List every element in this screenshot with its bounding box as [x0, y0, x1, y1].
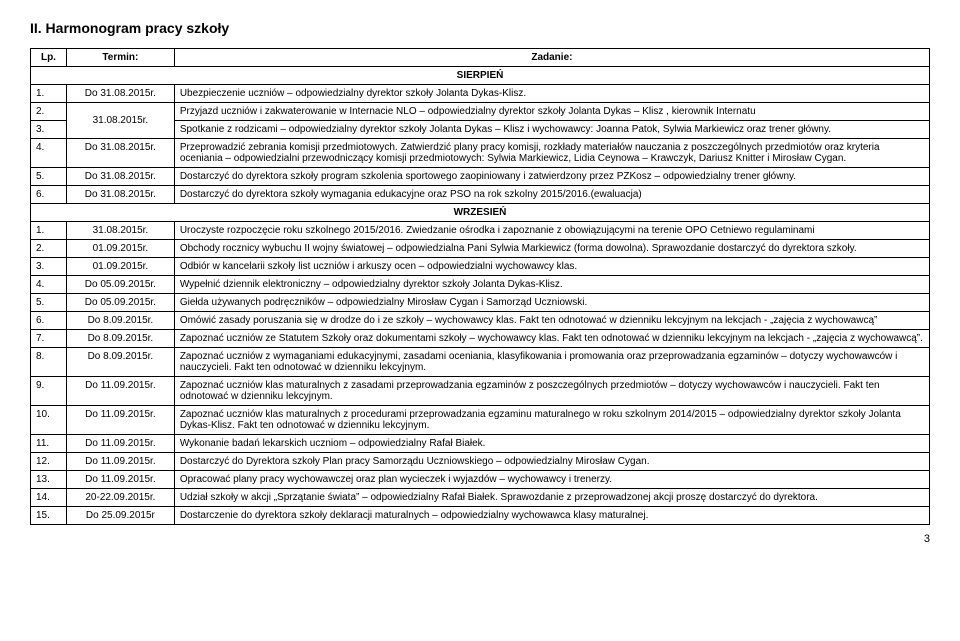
- section-row: SIERPIEŃ: [31, 67, 930, 85]
- table-row: 10. Do 11.09.2015r. Zapoznać uczniów kla…: [31, 406, 930, 435]
- lp-cell: 10.: [31, 406, 67, 435]
- table-row: 15. Do 25.09.2015r Dostarczenie do dyrek…: [31, 507, 930, 525]
- task-cell: Dostarczyć do Dyrektora szkoły Plan prac…: [174, 453, 929, 471]
- table-row: 5. Do 31.08.2015r. Dostarczyć do dyrekto…: [31, 168, 930, 186]
- term-cell: Do 05.09.2015r.: [66, 294, 174, 312]
- table-row: 7. Do 8.09.2015r. Zapoznać uczniów ze St…: [31, 330, 930, 348]
- page-number: 3: [30, 533, 930, 545]
- term-cell: 01.09.2015r.: [66, 240, 174, 258]
- task-cell: Zapoznać uczniów z wymaganiami edukacyjn…: [174, 348, 929, 377]
- term-cell: Do 11.09.2015r.: [66, 471, 174, 489]
- task-cell: Zapoznać uczniów ze Statutem Szkoły oraz…: [174, 330, 929, 348]
- task-cell: Opracować plany pracy wychowawczej oraz …: [174, 471, 929, 489]
- table-row: 3. 01.09.2015r. Odbiór w kancelarii szko…: [31, 258, 930, 276]
- section-row: WRZESIEŃ: [31, 204, 930, 222]
- term-cell: 31.08.2015r.: [66, 222, 174, 240]
- task-cell: Uroczyste rozpoczęcie roku szkolnego 201…: [174, 222, 929, 240]
- table-row: 6. Do 8.09.2015r. Omówić zasady poruszan…: [31, 312, 930, 330]
- table-row: 5. Do 05.09.2015r. Giełda używanych podr…: [31, 294, 930, 312]
- lp-cell: 4.: [31, 276, 67, 294]
- task-cell: Dostarczyć do dyrektora szkoły wymagania…: [174, 186, 929, 204]
- lp-cell: 12.: [31, 453, 67, 471]
- table-row: 2. 31.08.2015r. Przyjazd uczniów i zakwa…: [31, 103, 930, 121]
- task-cell: Zapoznać uczniów klas maturalnych z zasa…: [174, 377, 929, 406]
- lp-cell: 5.: [31, 168, 67, 186]
- term-cell: Do 05.09.2015r.: [66, 276, 174, 294]
- lp-cell: 8.: [31, 348, 67, 377]
- lp-cell: 4.: [31, 139, 67, 168]
- term-cell: Do 25.09.2015r: [66, 507, 174, 525]
- task-cell: Obchody rocznicy wybuchu II wojny świato…: [174, 240, 929, 258]
- lp-cell: 1.: [31, 85, 67, 103]
- task-cell: Dostarczenie do dyrektora szkoły deklara…: [174, 507, 929, 525]
- lp-cell: 2.: [31, 103, 67, 121]
- lp-cell: 5.: [31, 294, 67, 312]
- table-row: 2. 01.09.2015r. Obchody rocznicy wybuchu…: [31, 240, 930, 258]
- task-cell: Odbiór w kancelarii szkoły list uczniów …: [174, 258, 929, 276]
- header-row: Lp. Termin: Zadanie:: [31, 49, 930, 67]
- table-row: 9. Do 11.09.2015r. Zapoznać uczniów klas…: [31, 377, 930, 406]
- col-termin: Termin:: [66, 49, 174, 67]
- table-row: 12. Do 11.09.2015r. Dostarczyć do Dyrekt…: [31, 453, 930, 471]
- lp-cell: 3.: [31, 258, 67, 276]
- lp-cell: 2.: [31, 240, 67, 258]
- table-row: 13. Do 11.09.2015r. Opracować plany prac…: [31, 471, 930, 489]
- lp-cell: 3.: [31, 121, 67, 139]
- lp-cell: 15.: [31, 507, 67, 525]
- col-lp: Lp.: [31, 49, 67, 67]
- lp-cell: 6.: [31, 186, 67, 204]
- lp-cell: 13.: [31, 471, 67, 489]
- term-cell: 20-22.09.2015r.: [66, 489, 174, 507]
- task-cell: Wykonanie badań lekarskich uczniom – odp…: [174, 435, 929, 453]
- task-cell: Przeprowadzić zebrania komisji przedmiot…: [174, 139, 929, 168]
- term-cell: Do 31.08.2015r.: [66, 85, 174, 103]
- lp-cell: 11.: [31, 435, 67, 453]
- task-cell: Zapoznać uczniów klas maturalnych z proc…: [174, 406, 929, 435]
- term-cell: 31.08.2015r.: [66, 103, 174, 139]
- task-cell: Dostarczyć do dyrektora szkoły program s…: [174, 168, 929, 186]
- table-row: 4. Do 31.08.2015r. Przeprowadzić zebrani…: [31, 139, 930, 168]
- lp-cell: 1.: [31, 222, 67, 240]
- lp-cell: 6.: [31, 312, 67, 330]
- term-cell: Do 8.09.2015r.: [66, 348, 174, 377]
- term-cell: Do 31.08.2015r.: [66, 139, 174, 168]
- term-cell: Do 31.08.2015r.: [66, 168, 174, 186]
- term-cell: Do 31.08.2015r.: [66, 186, 174, 204]
- col-zadanie: Zadanie:: [174, 49, 929, 67]
- table-row: 6. Do 31.08.2015r. Dostarczyć do dyrekto…: [31, 186, 930, 204]
- term-cell: 01.09.2015r.: [66, 258, 174, 276]
- section-wrzesien: WRZESIEŃ: [31, 204, 930, 222]
- section-sierpien: SIERPIEŃ: [31, 67, 930, 85]
- table-row: 4. Do 05.09.2015r. Wypełnić dziennik ele…: [31, 276, 930, 294]
- table-row: 1. Do 31.08.2015r. Ubezpieczenie uczniów…: [31, 85, 930, 103]
- lp-cell: 14.: [31, 489, 67, 507]
- term-cell: Do 11.09.2015r.: [66, 406, 174, 435]
- term-cell: Do 11.09.2015r.: [66, 377, 174, 406]
- term-cell: Do 8.09.2015r.: [66, 312, 174, 330]
- term-cell: Do 8.09.2015r.: [66, 330, 174, 348]
- task-cell: Giełda używanych podręczników – odpowied…: [174, 294, 929, 312]
- task-cell: Przyjazd uczniów i zakwaterowanie w Inte…: [174, 103, 929, 121]
- term-cell: Do 11.09.2015r.: [66, 453, 174, 471]
- lp-cell: 7.: [31, 330, 67, 348]
- lp-cell: 9.: [31, 377, 67, 406]
- table-row: 11. Do 11.09.2015r. Wykonanie badań leka…: [31, 435, 930, 453]
- schedule-table: Lp. Termin: Zadanie: SIERPIEŃ 1. Do 31.0…: [30, 48, 930, 525]
- term-cell: Do 11.09.2015r.: [66, 435, 174, 453]
- page-title: II. Harmonogram pracy szkoły: [30, 20, 930, 36]
- table-row: 1. 31.08.2015r. Uroczyste rozpoczęcie ro…: [31, 222, 930, 240]
- task-cell: Omówić zasady poruszania się w drodze do…: [174, 312, 929, 330]
- task-cell: Spotkanie z rodzicami – odpowiedzialny d…: [174, 121, 929, 139]
- table-row: 14. 20-22.09.2015r. Udział szkoły w akcj…: [31, 489, 930, 507]
- task-cell: Udział szkoły w akcji „Sprzątanie świata…: [174, 489, 929, 507]
- task-cell: Ubezpieczenie uczniów – odpowiedzialny d…: [174, 85, 929, 103]
- task-cell: Wypełnić dziennik elektroniczny – odpowi…: [174, 276, 929, 294]
- table-row: 8. Do 8.09.2015r. Zapoznać uczniów z wym…: [31, 348, 930, 377]
